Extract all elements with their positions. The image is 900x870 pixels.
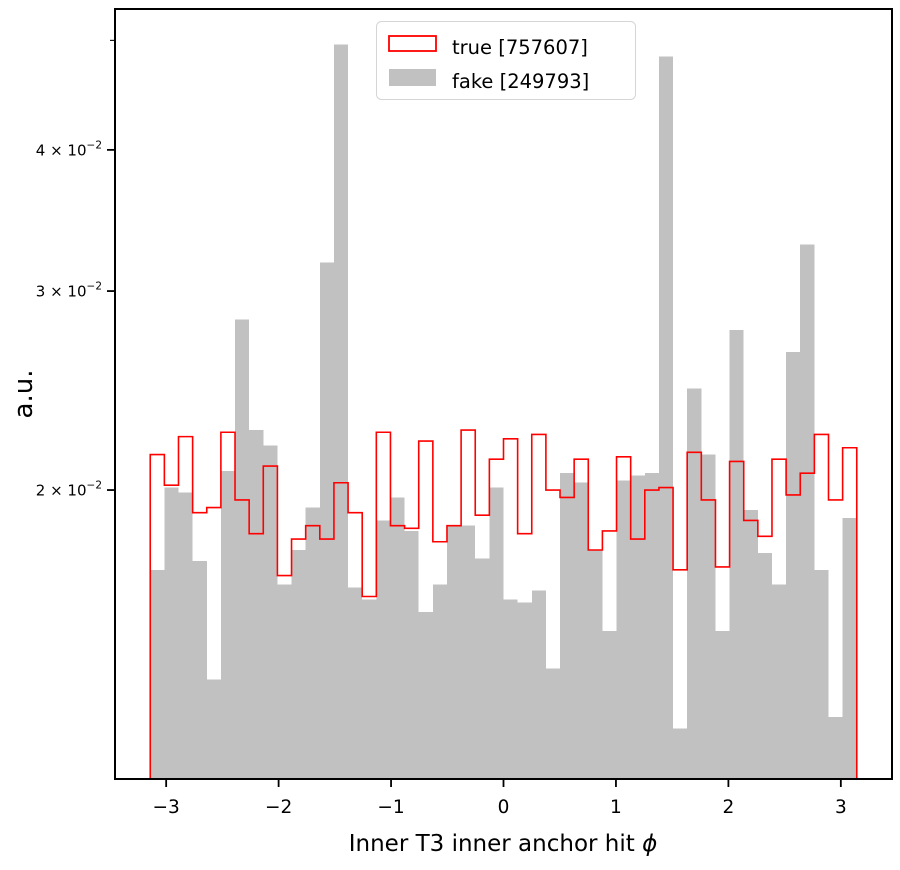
x-tick-label: 0: [498, 797, 510, 818]
fake-bar: [475, 558, 490, 779]
x-tick-label: −1: [377, 797, 404, 818]
x-tick-label: 2: [723, 797, 735, 818]
fake-bar: [757, 552, 772, 779]
legend-swatch-true: [388, 35, 437, 52]
fake-bar: [164, 487, 179, 779]
y-tick-label: 2 × 10−2: [36, 480, 102, 500]
legend-label-fake: fake [249793]: [452, 70, 589, 93]
x-tick-label: 1: [610, 797, 622, 818]
fake-bar: [842, 517, 857, 779]
fake-bar: [545, 668, 561, 779]
fake-bar: [644, 473, 659, 779]
fake-bar: [517, 602, 532, 779]
legend-swatch-fake: [389, 69, 436, 86]
fake-bar: [390, 497, 405, 779]
fake-bar: [263, 445, 278, 779]
fake-bar: [418, 611, 433, 779]
fake-bar: [701, 454, 716, 779]
fake-bar: [602, 631, 617, 779]
fake-bar: [432, 584, 447, 779]
fake-bar: [814, 569, 829, 779]
fake-bar: [673, 728, 688, 779]
fake-bar: [249, 430, 264, 779]
x-tick-label: −2: [265, 797, 292, 818]
fake-bar: [771, 584, 787, 779]
fake-bar: [828, 716, 843, 779]
x-axis-ticks: −3 −2 −1 0 1 2 3: [153, 779, 847, 818]
y-tick-label: 3 × 10−2: [36, 281, 102, 301]
x-axis-label: Inner T3 inner anchor hit ϕ: [349, 831, 658, 857]
fake-bar: [658, 56, 674, 779]
fake-bar: [277, 584, 292, 779]
phi-symbol: ϕ: [642, 831, 657, 857]
fake-bar: [376, 520, 391, 779]
legend-label-true: true [757607]: [452, 36, 588, 59]
fake-bar: [362, 599, 377, 779]
legend: true [757607] fake [249793]: [376, 21, 636, 100]
fake-bar: [743, 510, 758, 779]
fake-histogram-bars: [150, 44, 857, 780]
fake-bar: [616, 480, 631, 779]
fake-bar: [800, 244, 815, 780]
fake-bar: [715, 631, 730, 779]
legend-box: [376, 21, 636, 100]
fake-bar: [687, 388, 702, 779]
y-tick-label: 4 × 10−2: [36, 139, 102, 159]
fake-bar: [404, 530, 419, 779]
fake-bar: [291, 550, 306, 779]
fake-bar: [446, 525, 462, 779]
fake-bar: [178, 492, 193, 779]
y-axis-ticks: 2 × 10−2 3 × 10−2 4 × 10−2: [36, 39, 115, 500]
fake-bar: [461, 525, 476, 779]
fake-bar: [574, 482, 589, 779]
fake-bar: [503, 599, 518, 779]
true-histogram-step-line: [149, 429, 858, 779]
fake-bar: [786, 351, 801, 779]
fake-bar: [192, 561, 207, 779]
fake-bar: [150, 569, 165, 779]
fake-bar: [588, 550, 603, 779]
fake-bar: [333, 44, 349, 780]
fake-bar: [531, 590, 546, 779]
fake-bar: [235, 319, 250, 779]
fake-bar: [305, 507, 320, 779]
fake-bar: [220, 470, 236, 779]
fake-bar: [489, 487, 504, 779]
fake-bar: [319, 262, 334, 780]
x-tick-label: −3: [153, 797, 180, 818]
fake-bar: [630, 475, 645, 779]
fake-bar: [729, 330, 744, 779]
fake-bar: [206, 679, 221, 779]
y-axis-label: a.u.: [9, 370, 39, 419]
x-tick-label: 3: [835, 797, 847, 818]
fake-bar: [560, 473, 575, 779]
fake-bar: [348, 587, 363, 779]
